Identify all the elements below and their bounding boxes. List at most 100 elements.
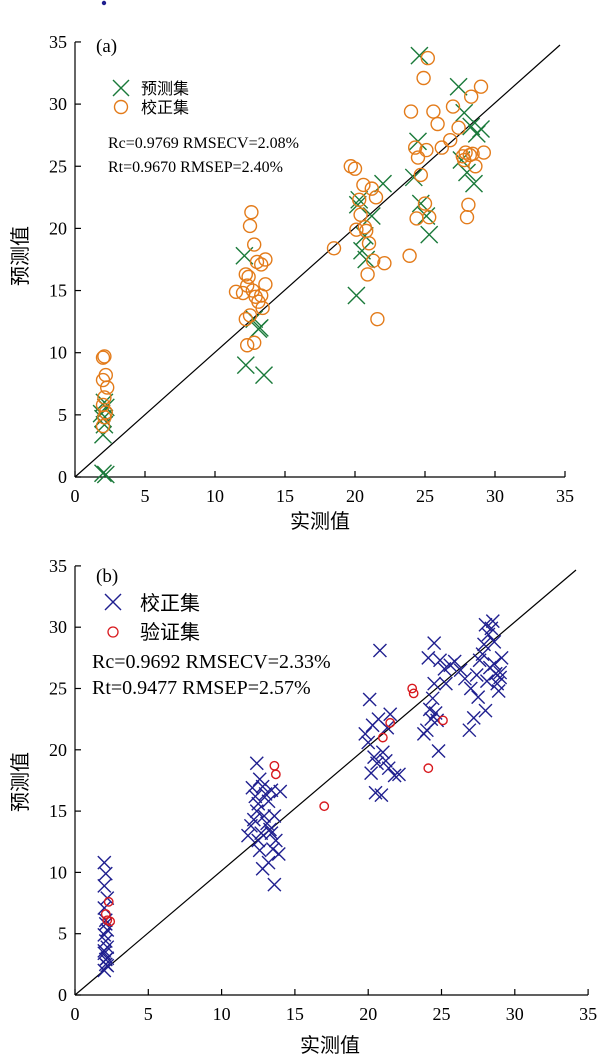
x-tick-label-a: 35 — [556, 486, 574, 506]
data-point-x-a — [410, 46, 429, 65]
data-point-x-a — [374, 174, 392, 193]
y-tick-label-b: 0 — [58, 985, 67, 1005]
data-point-x-b — [380, 720, 395, 735]
data-point-o-a — [244, 205, 259, 220]
data-point-x-b — [97, 943, 112, 958]
data-point-x-b — [469, 668, 484, 683]
data-point-o-a — [464, 89, 479, 104]
y-tick-label-b: 10 — [49, 862, 67, 882]
data-point-x-b — [378, 753, 393, 768]
data-point-x-b — [261, 855, 276, 870]
data-point-x-b — [478, 703, 493, 718]
data-point-o-a — [98, 367, 114, 383]
data-point-o-a — [97, 390, 112, 405]
data-point-o-a — [254, 257, 269, 272]
data-point-o-b — [270, 769, 281, 780]
legend-label-prediction-set-a: 预测集 — [141, 79, 189, 98]
data-point-o-a — [239, 338, 255, 353]
y-tick-label-a: 0 — [58, 467, 67, 487]
data-point-x-b — [240, 828, 255, 843]
data-point-x-b — [246, 812, 261, 827]
data-point-x-b — [98, 866, 113, 881]
legend-b: 校正集 验证集 — [104, 591, 200, 644]
data-point-x-b — [362, 692, 377, 707]
chart-panel-b: 0 5 10 15 20 25 30 35 0 5 10 15 20 25 30 35 (b) 校正集 验证集… — [8, 556, 597, 1057]
legend-marker-o-orange — [113, 99, 129, 115]
data-point-o-a — [258, 277, 273, 292]
data-point-o-a — [473, 79, 489, 94]
data-point-o-a — [366, 253, 381, 268]
legend-marker-o-red — [107, 626, 119, 638]
y-tick-label-b: 35 — [49, 556, 67, 576]
y-tick-label-a: 15 — [49, 281, 67, 301]
data-point-x-b — [255, 779, 270, 794]
data-point-x-b — [479, 674, 494, 689]
data-point-x-b — [466, 710, 481, 725]
data-point-o-b — [423, 763, 434, 774]
data-point-o-a — [97, 410, 112, 425]
data-point-o-a — [352, 192, 367, 208]
data-point-o-a — [461, 197, 476, 212]
data-point-x-b — [487, 634, 502, 649]
data-point-x-b — [433, 653, 448, 668]
data-point-o-a — [242, 308, 258, 323]
x-tick-label-a: 30 — [486, 486, 504, 506]
data-point-x-b — [462, 723, 477, 738]
plot-area-b: 0 5 10 15 20 25 30 35 0 5 10 15 20 25 30 35 — [49, 556, 597, 1024]
data-point-x-a — [417, 206, 436, 225]
data-point-o-b — [408, 688, 419, 699]
y-tick-label-b: 30 — [49, 617, 67, 637]
data-point-o-a — [241, 269, 256, 285]
data-point-o-a — [360, 267, 375, 282]
data-point-o-b — [407, 683, 418, 694]
data-point-x-a — [404, 168, 423, 187]
y-tick-label-b: 15 — [49, 801, 67, 821]
data-point-x-b — [485, 614, 500, 629]
data-point-o-a — [443, 132, 458, 148]
data-point-o-a — [238, 311, 254, 327]
data-point-x-b — [374, 788, 389, 803]
data-point-x-b — [453, 663, 468, 678]
data-point-o-a — [239, 278, 255, 293]
data-point-x-b — [391, 767, 406, 782]
data-point-o-b — [105, 916, 116, 927]
data-point-o-a — [356, 177, 371, 193]
stats-line-2-a: Rt=0.9670 RMSEP=2.40% — [108, 159, 283, 176]
x-tick-label-b: 10 — [213, 1004, 231, 1024]
data-point-x-b — [447, 654, 462, 669]
data-point-x-a — [467, 124, 486, 143]
data-point-o-a — [95, 372, 111, 388]
data-point-x-b — [252, 843, 267, 858]
data-point-o-a — [246, 335, 262, 350]
y-tick-label-a: 5 — [58, 405, 67, 425]
data-point-o-a — [95, 418, 111, 434]
x-tick-label-b: 5 — [144, 1004, 153, 1024]
data-point-x-b — [271, 847, 286, 862]
data-point-x-b — [268, 833, 283, 848]
data-point-x-b — [372, 643, 387, 658]
data-point-o-a — [402, 248, 417, 263]
series-calibration-set-a — [95, 50, 491, 434]
y-tick-label-b: 25 — [49, 679, 67, 699]
legend-label-calibration-set-a: 校正集 — [141, 98, 189, 117]
data-point-x-b — [249, 756, 264, 771]
chart-panel-a: 0 5 10 15 20 25 30 35 0 5 10 15 20 25 30 35 (a) 预测集 校正集… — [8, 32, 574, 533]
data-point-x-b — [97, 900, 112, 915]
data-point-x-a — [420, 225, 439, 244]
y-tick-label-b: 20 — [49, 740, 67, 760]
data-point-o-a — [422, 210, 437, 225]
data-point-o-a — [228, 284, 244, 299]
series-validation-set-b — [100, 683, 448, 927]
data-point-o-a — [468, 159, 483, 174]
y-tick-label-a: 20 — [49, 218, 67, 238]
stray-dot — [101, 0, 107, 6]
plot-area-a: 0 5 10 15 20 25 30 35 0 5 10 15 20 25 30 35 — [49, 32, 574, 506]
data-point-o-b — [319, 801, 330, 812]
data-point-x-a — [250, 318, 269, 337]
data-point-x-a — [255, 366, 273, 385]
panel-label-b: (b) — [96, 566, 118, 587]
data-point-x-b — [361, 735, 376, 750]
legend-a: 预测集 校正集 — [112, 79, 189, 117]
data-point-o-a — [361, 236, 377, 251]
